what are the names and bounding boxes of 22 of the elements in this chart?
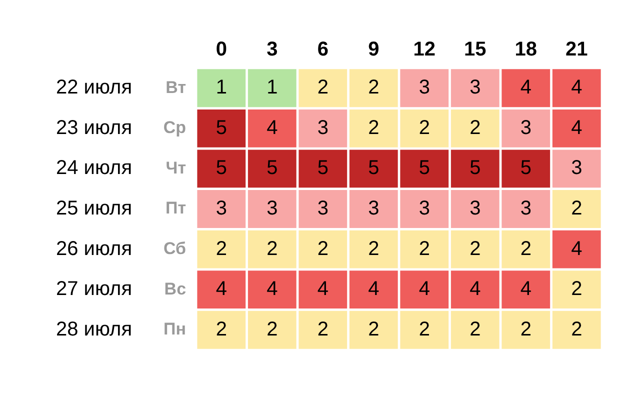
y2-tick-label: Чт <box>166 158 186 178</box>
y-tick-label: 24 июля <box>56 157 132 180</box>
y2-tick-label: Вт <box>166 78 186 97</box>
y-tick-label: 23 июля <box>56 116 132 139</box>
y-tick-label: 28 июля <box>56 318 132 340</box>
y2-tick-label: Пт <box>165 198 186 218</box>
x-tick-label: 3 <box>266 38 278 61</box>
y-tick-label: 27 июля <box>56 278 132 300</box>
y-tick-label: 26 июля <box>56 238 132 260</box>
y-tick-label: 22 июля <box>56 76 132 99</box>
x-tick-label: 21 <box>566 38 588 61</box>
y-tick-label: 25 июля <box>56 198 132 220</box>
x-tick-label: 15 <box>464 38 486 61</box>
y2-tick-label: Сб <box>163 238 186 258</box>
x-tick-label: 6 <box>317 38 328 61</box>
x-tick-label: 0 <box>216 38 227 61</box>
y2-tick-label: Вс <box>164 279 186 298</box>
x-tick-label: 12 <box>413 38 436 61</box>
x-tick-label: 9 <box>368 38 380 61</box>
y2-tick-label: Ср <box>163 118 186 138</box>
y2-tick-label: Пн <box>164 320 186 339</box>
x-tick-label: 18 <box>514 38 538 61</box>
